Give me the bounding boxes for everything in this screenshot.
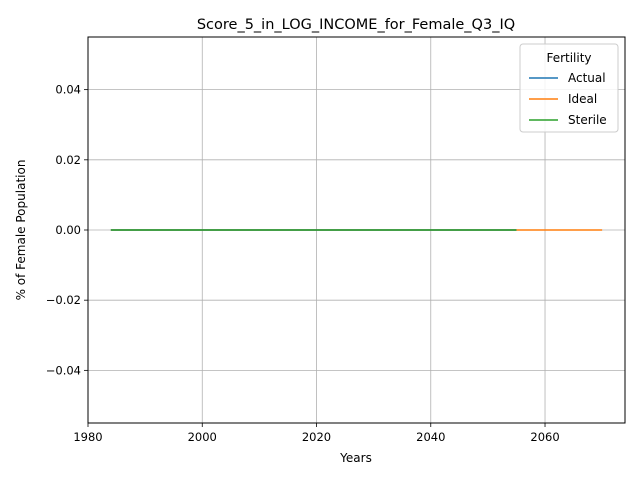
y-tick-label: −0.04 bbox=[46, 363, 81, 377]
y-tick-label: 0.02 bbox=[55, 153, 81, 167]
y-tick-label: 0.04 bbox=[55, 83, 81, 97]
y-axis-ticks: −0.04 −0.02 0.00 0.02 0.04 bbox=[46, 83, 88, 377]
legend-box bbox=[519, 43, 619, 133]
x-axis-ticks: 1980 2000 2020 2040 2060 bbox=[73, 423, 560, 444]
x-tick-label: 2040 bbox=[416, 430, 445, 444]
x-tick-label: 1980 bbox=[73, 430, 102, 444]
y-tick-label: 0.00 bbox=[55, 223, 81, 237]
legend-label-actual: Actual bbox=[568, 71, 606, 85]
legend-label-ideal: Ideal bbox=[568, 92, 597, 106]
x-axis-label: Years bbox=[339, 451, 372, 465]
legend-label-sterile: Sterile bbox=[568, 113, 607, 127]
chart-title: Score_5_in_LOG_INCOME_for_Female_Q3_IQ bbox=[197, 17, 515, 33]
x-tick-label: 2020 bbox=[302, 430, 331, 444]
y-tick-label: −0.02 bbox=[46, 293, 81, 307]
x-tick-label: 2060 bbox=[530, 430, 559, 444]
legend-title: Fertility bbox=[546, 51, 591, 65]
y-axis-label: % of Female Population bbox=[14, 160, 28, 301]
legend: Fertility Actual Ideal Sterile bbox=[519, 43, 619, 133]
x-tick-label: 2000 bbox=[188, 430, 217, 444]
